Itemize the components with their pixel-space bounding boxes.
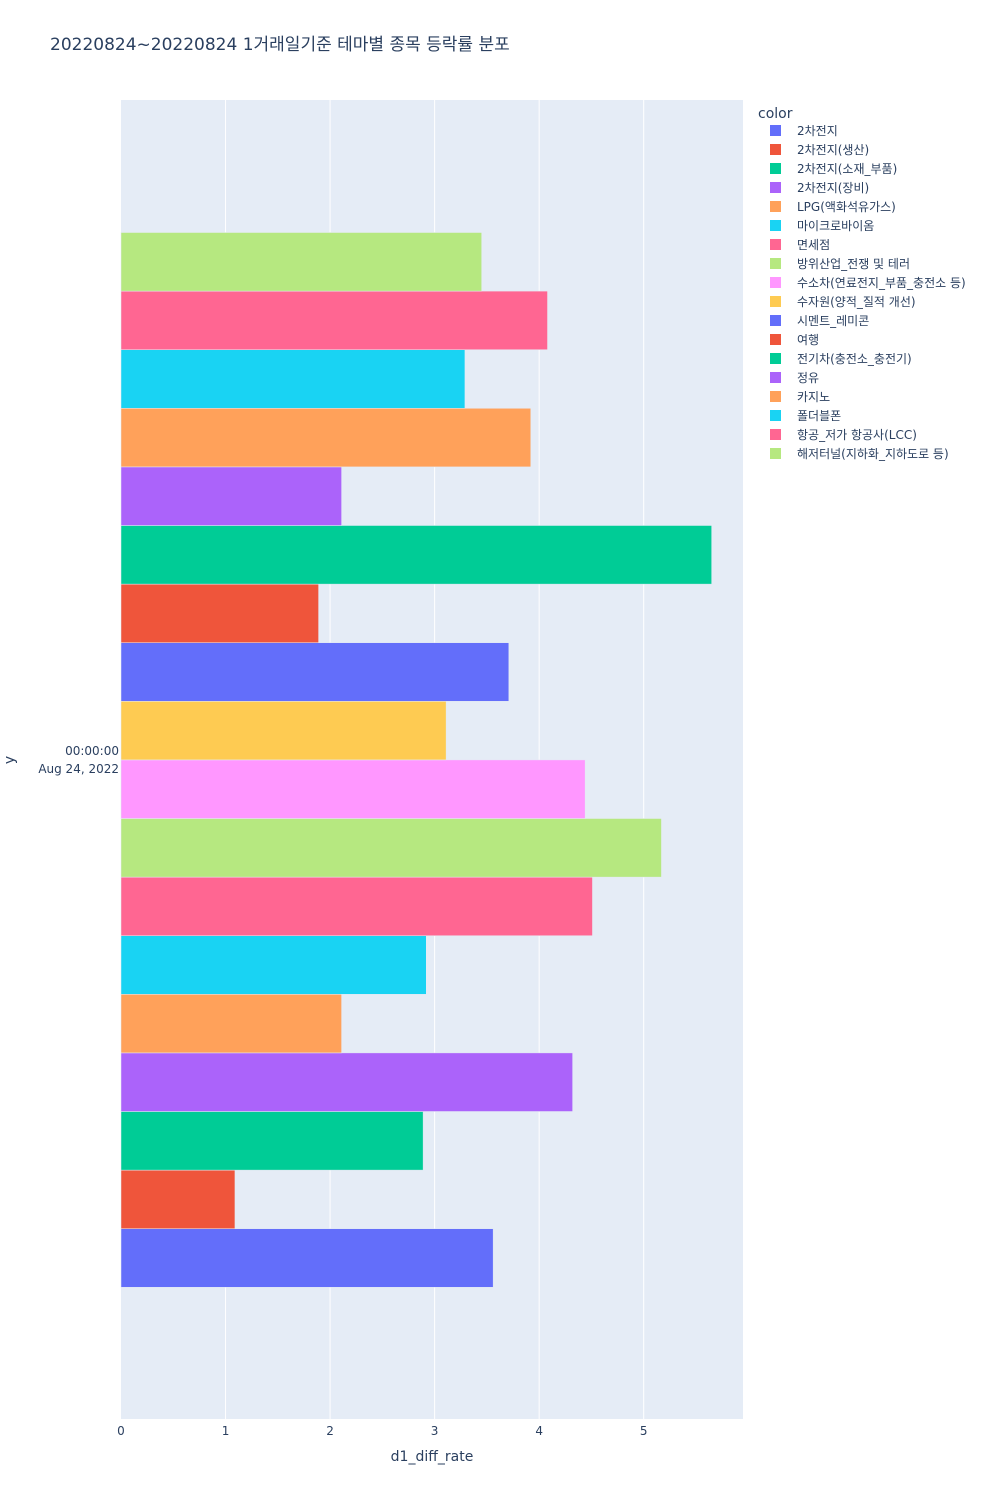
bar[interactable] [120, 349, 466, 409]
bar[interactable] [120, 642, 510, 702]
legend-item[interactable]: 해저터널(지하화_지하도로 등) [770, 447, 949, 461]
legend-swatch [770, 429, 781, 440]
x-tick-label: 0 [117, 1424, 125, 1438]
bar[interactable] [120, 1169, 236, 1229]
legend-label: 전기차(충전소_충전기) [797, 352, 912, 366]
chart-title: 20220824~20220824 1거래일기준 테마별 종목 등락률 분포 [50, 35, 510, 55]
legend-label: 폴더블폰 [797, 409, 841, 423]
legend-item[interactable]: 전기차(충전소_충전기) [770, 352, 912, 366]
legend-swatch [770, 258, 781, 269]
legend-label: 마이크로바이옴 [797, 219, 874, 233]
legend-swatch [770, 144, 781, 155]
bar[interactable] [120, 818, 662, 878]
legend-swatch [770, 410, 781, 421]
legend-label: 2차전지(장비) [797, 181, 869, 195]
x-tick-label: 2 [326, 1424, 334, 1438]
legend-label: 시멘트_레미콘 [797, 314, 869, 328]
bar[interactable] [120, 1052, 573, 1112]
bar[interactable] [120, 290, 548, 350]
legend-swatch [770, 296, 781, 307]
x-tick-label: 3 [431, 1424, 439, 1438]
legend-swatch [770, 182, 781, 193]
legend-swatch [770, 353, 781, 364]
legend-label: 여행 [797, 332, 819, 347]
legend-item[interactable]: 여행 [770, 332, 819, 347]
legend-swatch [770, 391, 781, 402]
bar[interactable] [120, 408, 532, 468]
bar[interactable] [120, 466, 342, 526]
legend-item[interactable]: 면세점 [770, 238, 830, 252]
legend-item[interactable]: 2차전지(소재_부품) [770, 162, 897, 176]
legend-swatch [770, 334, 781, 345]
legend-label: 수자원(양적_질적 개선) [797, 295, 916, 309]
bar[interactable] [120, 935, 427, 995]
y-tick-label-time: 00:00:00 [65, 744, 119, 758]
legend-label: 항공_저가 항공사(LCC) [797, 428, 917, 442]
legend-item[interactable]: 항공_저가 항공사(LCC) [770, 428, 917, 442]
legend-swatch [770, 125, 781, 136]
legend[interactable]: color 2차전지 2차전지(생산) 2차전지(소재_부품) 2차전지(장비) LPG… [758, 106, 966, 461]
bar[interactable] [120, 525, 712, 585]
legend-label: 정유 [797, 371, 819, 385]
legend-label: 카지노 [797, 390, 830, 404]
legend-item[interactable]: 방위산업_전쟁 및 테러 [770, 257, 910, 271]
legend-label: 2차전지(소재_부품) [797, 162, 897, 176]
bar[interactable] [120, 583, 319, 643]
bars [120, 232, 712, 1288]
legend-item[interactable]: 마이크로바이옴 [770, 219, 874, 233]
x-tick-label: 4 [535, 1424, 543, 1438]
y-tick-label-date: Aug 24, 2022 [38, 762, 119, 776]
legend-item[interactable]: 카지노 [770, 390, 830, 404]
legend-item[interactable]: 2차전지(장비) [770, 181, 869, 195]
legend-item[interactable]: 폴더블폰 [770, 409, 841, 423]
legend-item[interactable]: 2차전지 [770, 124, 838, 138]
legend-item[interactable]: 수소차(연료전지_부품_충전소 등) [770, 276, 966, 290]
legend-swatch [770, 220, 781, 231]
legend-label: 2차전지 [797, 124, 838, 138]
legend-label: 해저터널(지하화_지하도로 등) [797, 447, 949, 461]
bar[interactable] [120, 759, 586, 819]
x-axis-title: d1_diff_rate [391, 1449, 474, 1465]
x-tick-label: 1 [222, 1424, 230, 1438]
legend-item[interactable]: 2차전지(생산) [770, 143, 869, 157]
legend-item[interactable]: 정유 [770, 371, 819, 385]
legend-swatch [770, 277, 781, 288]
legend-label: 면세점 [797, 238, 830, 252]
bar[interactable] [120, 1111, 424, 1171]
legend-swatch [770, 239, 781, 250]
legend-swatch [770, 448, 781, 459]
legend-label: 수소차(연료전지_부품_충전소 등) [797, 276, 966, 290]
bar[interactable] [120, 876, 593, 936]
x-axis-ticks: 0 1 2 3 4 5 [117, 1424, 647, 1438]
bar[interactable] [120, 701, 447, 761]
x-tick-label: 5 [640, 1424, 648, 1438]
y-axis-title: y [2, 756, 18, 764]
bar[interactable] [120, 994, 342, 1054]
legend-item[interactable]: LPG(액화석유가스) [770, 200, 896, 214]
legend-swatch [770, 201, 781, 212]
legend-label: 2차전지(생산) [797, 143, 869, 157]
legend-swatch [770, 372, 781, 383]
bar[interactable] [120, 1228, 494, 1288]
legend-swatch [770, 163, 781, 174]
legend-item[interactable]: 시멘트_레미콘 [770, 314, 869, 328]
legend-label: 방위산업_전쟁 및 테러 [797, 257, 910, 271]
bar[interactable] [120, 232, 482, 292]
legend-item[interactable]: 수자원(양적_질적 개선) [770, 295, 916, 309]
legend-title: color [758, 106, 793, 122]
legend-label: LPG(액화석유가스) [797, 200, 896, 214]
legend-swatch [770, 315, 781, 326]
